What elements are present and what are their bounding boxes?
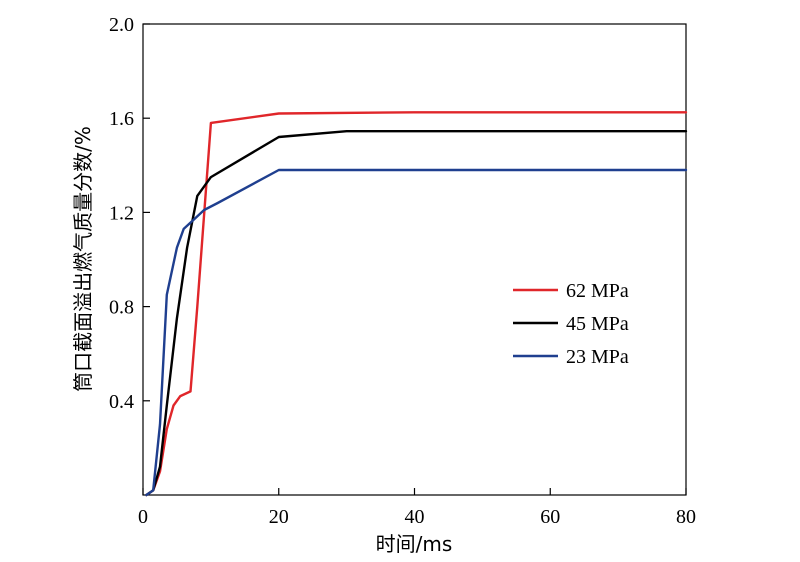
y-tick-label: 2.0: [109, 14, 134, 36]
x-tick-label: 60: [540, 506, 560, 528]
y-tick-label: 0.8: [109, 297, 134, 319]
x-axis-title: 时间/ms: [376, 532, 453, 556]
plot-area: [142, 23, 687, 496]
x-tick-label: 80: [676, 506, 696, 528]
series-line-3: [145, 168, 688, 497]
series-line-1: [145, 111, 688, 497]
x-tick-label: 40: [405, 506, 425, 528]
y-tick-label: 1.2: [109, 202, 134, 224]
legend: 62 MPa 45 MPa 23 MPa: [513, 280, 629, 368]
y-axis-title: 筒口截面溢出燃气质量分数/%: [71, 126, 95, 392]
legend-label-3: 23 MPa: [566, 346, 629, 368]
legend-label-2: 45 MPa: [566, 313, 629, 335]
x-tick-label: 0: [138, 506, 148, 528]
series-layer: [145, 111, 688, 497]
x-tick-label: 20: [269, 506, 289, 528]
y-tick-label: 1.6: [109, 108, 134, 130]
y-tick-label: 0.4: [109, 391, 134, 413]
series-line-2: [145, 129, 688, 497]
ticks-layer: 0 20 40 60 80 0.4 0.8 1.2 1.6 2.0: [109, 14, 696, 528]
legend-label-1: 62 MPa: [566, 280, 629, 302]
